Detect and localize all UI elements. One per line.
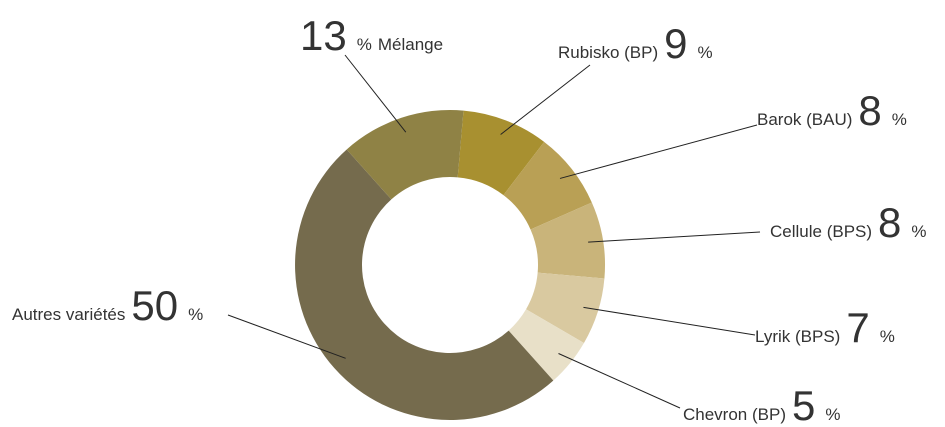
donut-slice xyxy=(530,202,605,279)
leader-line xyxy=(500,64,591,135)
category-name: Mélange xyxy=(378,35,443,54)
percent-value: 5 xyxy=(792,382,815,427)
category-name: Cellule (BPS) xyxy=(770,222,872,241)
percent-value: 50 xyxy=(131,282,178,329)
category-name: Rubisko (BP) xyxy=(558,43,658,62)
donut-slice xyxy=(346,110,464,200)
donut-slice xyxy=(295,149,554,420)
percent-unit: % xyxy=(698,43,713,62)
leader-line xyxy=(588,231,761,243)
percent-value: 9 xyxy=(664,20,687,67)
leader-line xyxy=(583,306,756,336)
slice-label: Autres variétés 50% xyxy=(12,282,203,329)
percent-unit: % xyxy=(825,405,840,424)
percent-unit: % xyxy=(892,110,907,129)
donut-slice xyxy=(526,272,605,343)
percent-value: 8 xyxy=(858,87,881,134)
slice-label: Barok (BAU) 8% xyxy=(757,87,907,134)
leader-line xyxy=(344,54,407,133)
percent-unit: % xyxy=(911,222,926,241)
category-name: Lyrik (BPS) xyxy=(755,327,840,346)
slice-label: Rubisko (BP) 9% xyxy=(558,20,713,67)
leader-line xyxy=(559,124,758,179)
donut-slice xyxy=(503,141,592,230)
percent-unit: % xyxy=(357,35,372,54)
leader-line xyxy=(558,353,681,409)
donut-slice xyxy=(457,110,545,196)
donut-slice xyxy=(508,309,584,381)
category-name: Autres variétés xyxy=(12,305,125,324)
percent-unit: % xyxy=(188,305,203,324)
slice-label: Lyrik (BPS) 7% xyxy=(755,304,895,351)
category-name: Chevron (BP) xyxy=(683,405,786,424)
slice-label: Chevron (BP) 5% xyxy=(683,382,840,427)
slice-label: 13% Mélange xyxy=(300,12,443,59)
percent-value: 13 xyxy=(300,12,347,59)
slice-label: Cellule (BPS) 8% xyxy=(770,199,927,246)
percent-value: 8 xyxy=(878,199,901,246)
percent-unit: % xyxy=(880,327,895,346)
percent-value: 7 xyxy=(846,304,869,351)
category-name: Barok (BAU) xyxy=(757,110,852,129)
leader-line xyxy=(227,314,346,359)
